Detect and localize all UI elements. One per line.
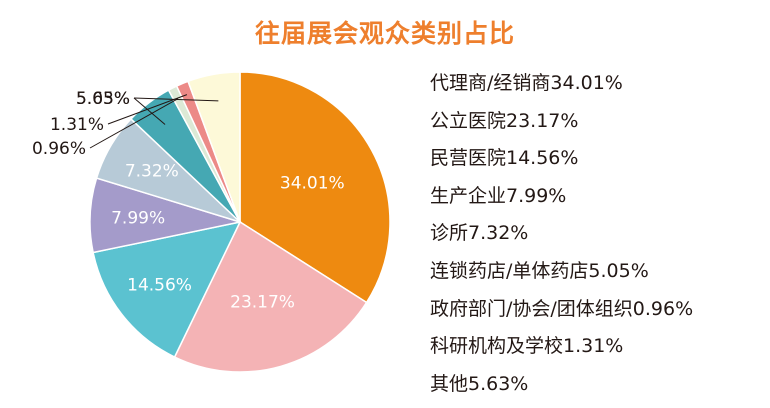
chart-legend: 代理商/经销商34.01% 公立医院23.17% 民营医院14.56% 生产企业7.9… bbox=[430, 70, 693, 408]
legend-item-6: 政府部门/协会/团体组织0.96% bbox=[430, 297, 694, 320]
legend-item-4: 诊所7.32% bbox=[430, 222, 529, 245]
leader-line-6 bbox=[89, 98, 179, 149]
legend-item-8: 其他5.63% bbox=[430, 372, 529, 395]
slice-label-8: 5.63% bbox=[76, 89, 130, 109]
chart-title: 往届展会观众类别占比 bbox=[254, 19, 515, 48]
slice-label-5: 5.05% bbox=[76, 89, 130, 109]
pie-slice-8 bbox=[187, 71, 241, 223]
slice-label-2: 14.56% bbox=[127, 276, 192, 296]
slice-label-3: 7.99% bbox=[111, 208, 165, 228]
pie-slice-0 bbox=[239, 71, 391, 304]
slice-label-6: 0.96% bbox=[32, 139, 86, 159]
legend-item-1: 公立医院23.17% bbox=[430, 109, 579, 132]
legend-item-3: 生产企业7.99% bbox=[430, 184, 567, 207]
legend-item-0: 代理商/经销商34.01% bbox=[430, 72, 623, 94]
slice-label-0: 34.01% bbox=[280, 173, 345, 193]
leader-line-8 bbox=[133, 97, 219, 102]
slice-label-4: 7.32% bbox=[125, 162, 179, 182]
slice-label-7: 1.31% bbox=[50, 115, 104, 135]
legend-item-7: 科研机构及学校1.31% bbox=[430, 335, 624, 358]
slice-label-1: 23.17% bbox=[230, 292, 295, 312]
legend-item-5: 连锁药店/单体药店5.05% bbox=[430, 259, 649, 282]
pie-slice-2 bbox=[92, 220, 242, 358]
legend-item-2: 民营医院14.56% bbox=[430, 147, 579, 170]
leader-line-5 bbox=[133, 97, 166, 125]
